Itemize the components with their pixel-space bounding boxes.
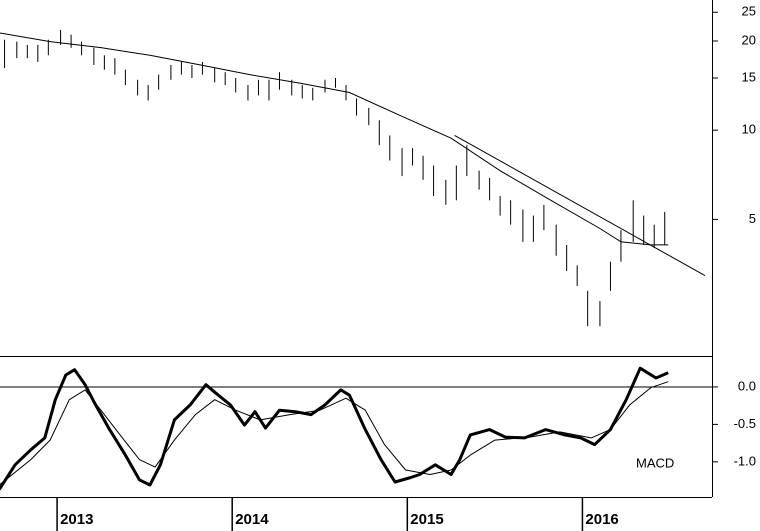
x-tick-label: 2013 [60,511,93,528]
macd-label: MACD [636,455,674,470]
y-tick-label: 15 [742,69,756,84]
macd-line [0,366,669,491]
y-tick-label: 10 [742,122,756,137]
y-tick-label: -0.5 [734,416,756,431]
overlay-line [0,32,669,246]
y-tick-label: 25 [742,4,756,19]
x-tick-label: 2014 [235,511,269,528]
y-tick-label: 20 [742,32,756,47]
x-tick-label: 2016 [585,511,618,528]
y-tick-label: 0.0 [738,378,756,393]
x-tick-label: 2015 [410,511,443,528]
macd-line [0,381,669,486]
y-tick-label: 5 [749,211,756,226]
y-tick-label: -1.0 [734,453,756,468]
overlay-line [454,134,706,277]
